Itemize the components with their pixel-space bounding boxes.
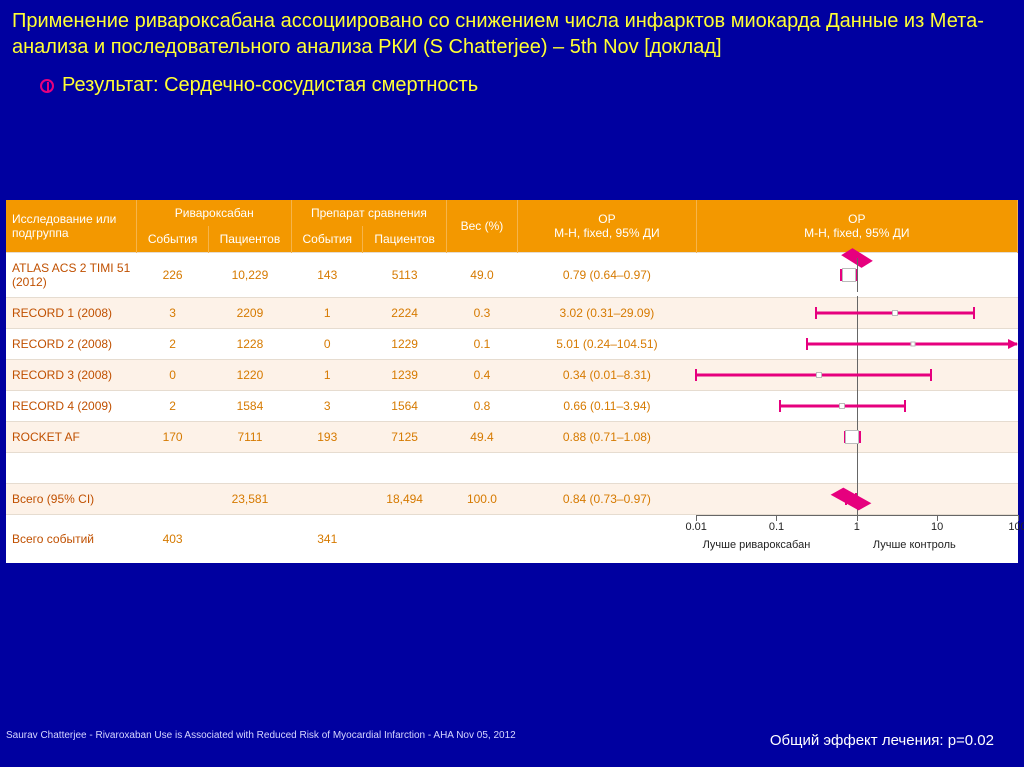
col-or-plot-label: ОР M-H, fixed, 95% ДИ xyxy=(701,212,1013,240)
bullet-icon xyxy=(40,79,54,93)
forest-table-panel: Исследование или подгруппа Ривароксабан … xyxy=(6,200,1018,563)
overall-effect-text: Общий эффект лечения: p=0.02 xyxy=(770,732,994,749)
col-comp-patients: Пациентов xyxy=(363,226,446,253)
table-row: ATLAS ACS 2 TIMI 51 (2012)22610,22914351… xyxy=(6,253,1018,298)
col-riva: Ривароксабан xyxy=(137,200,292,226)
table-row: RECORD 3 (2008)01220112390.40.34 (0.01–8… xyxy=(6,360,1018,391)
header-row-1: Исследование или подгруппа Ривароксабан … xyxy=(6,200,1018,226)
col-or-plot: ОР M-H, fixed, 95% ДИ xyxy=(696,200,1017,253)
slide-title: Применение ривароксабана ассоциировано с… xyxy=(0,0,1024,64)
col-study: Исследование или подгруппа xyxy=(6,200,137,253)
outcome-subtitle: Результат: Сердечно-сосудистая смертност… xyxy=(62,74,478,97)
col-riva-events: События xyxy=(137,226,208,253)
col-weight: Вес (%) xyxy=(446,200,517,253)
col-riva-patients: Пациентов xyxy=(208,226,291,253)
total-ci-row: Всего (95% CI)23,58118,494100.00.84 (0.7… xyxy=(6,484,1018,515)
col-or-text: ОР M-H, fixed, 95% ДИ xyxy=(518,200,697,253)
table-body: ATLAS ACS 2 TIMI 51 (2012)22610,22914351… xyxy=(6,253,1018,564)
table-row: RECORD 2 (2008)21228012290.15.01 (0.24–1… xyxy=(6,329,1018,360)
col-comp-events: События xyxy=(292,226,363,253)
subtitle-row: Результат: Сердечно-сосудистая смертност… xyxy=(0,64,1024,101)
table-row: RECORD 4 (2009)21584315640.80.66 (0.11–3… xyxy=(6,391,1018,422)
total-events-row: Всего событий4033410.010.1110100Лучше ри… xyxy=(6,515,1018,564)
forest-table: Исследование или подгруппа Ривароксабан … xyxy=(6,200,1018,563)
col-comp: Препарат сравнения xyxy=(292,200,447,226)
table-row: RECORD 1 (2008)32209122240.33.02 (0.31–2… xyxy=(6,298,1018,329)
table-row: ROCKET AF1707111193712549.40.88 (0.71–1.… xyxy=(6,422,1018,453)
reference-citation: Saurav Chatterjee - Rivaroxaban Use is A… xyxy=(6,730,516,741)
table-row-blank xyxy=(6,453,1018,484)
